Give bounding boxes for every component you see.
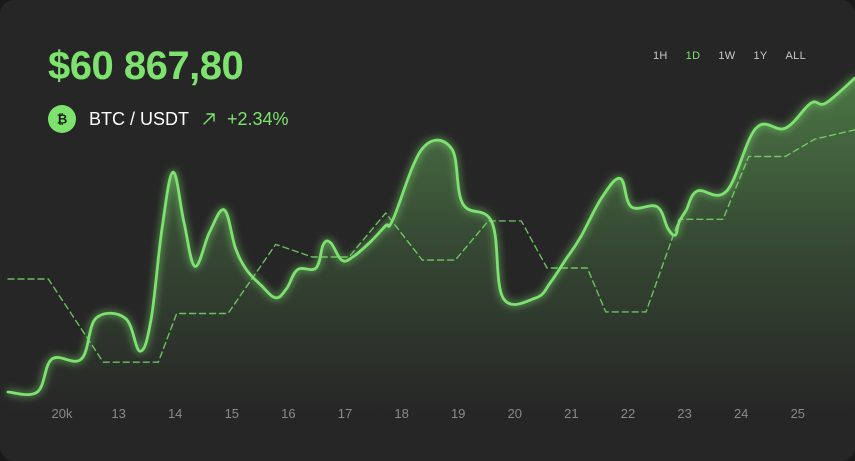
- x-tick-label: 16: [281, 406, 295, 421]
- trading-pair: BTC / USDT: [89, 108, 190, 129]
- x-tick-label: 23: [677, 406, 691, 421]
- x-tick-label: 22: [621, 406, 635, 421]
- x-tick-label: 20k: [52, 406, 73, 421]
- x-tick-label: 13: [111, 406, 125, 421]
- x-tick-label: 14: [168, 406, 182, 421]
- timeframe-1w[interactable]: 1W: [718, 50, 736, 62]
- plot-area: [6, 76, 855, 413]
- x-axis: 20k 13 14 15 16 17 18 19 20 21 22 23 24 25: [52, 406, 806, 421]
- price-area-fill: [8, 78, 855, 413]
- price-change: +2.34%: [227, 108, 289, 129]
- comparison-line-dashed: [7, 129, 855, 363]
- x-tick-label: 17: [338, 406, 352, 421]
- bitcoin-icon: ₿: [48, 105, 76, 133]
- timeframe-selector: 1H 1D 1W 1Y ALL: [644, 50, 815, 62]
- svg-text:₿: ₿: [57, 113, 68, 128]
- x-tick-label: 21: [564, 406, 578, 421]
- x-tick-label: 15: [225, 406, 239, 421]
- x-tick-label: 20: [508, 406, 522, 421]
- pair-row: ₿ BTC / USDT +2.34%: [48, 105, 289, 133]
- arrow-up-right-icon: [201, 111, 217, 127]
- timeframe-1h[interactable]: 1H: [653, 50, 668, 62]
- x-tick-label: 25: [791, 406, 805, 421]
- timeframe-1y[interactable]: 1Y: [753, 50, 768, 62]
- current-price: $60 867,80: [48, 44, 244, 88]
- x-tick-label: 18: [394, 406, 408, 421]
- price-line: [6, 76, 855, 396]
- x-tick-label: 24: [734, 406, 748, 421]
- timeframe-all[interactable]: ALL: [785, 50, 806, 62]
- timeframe-1d[interactable]: 1D: [685, 50, 701, 62]
- x-tick-label: 19: [451, 406, 465, 421]
